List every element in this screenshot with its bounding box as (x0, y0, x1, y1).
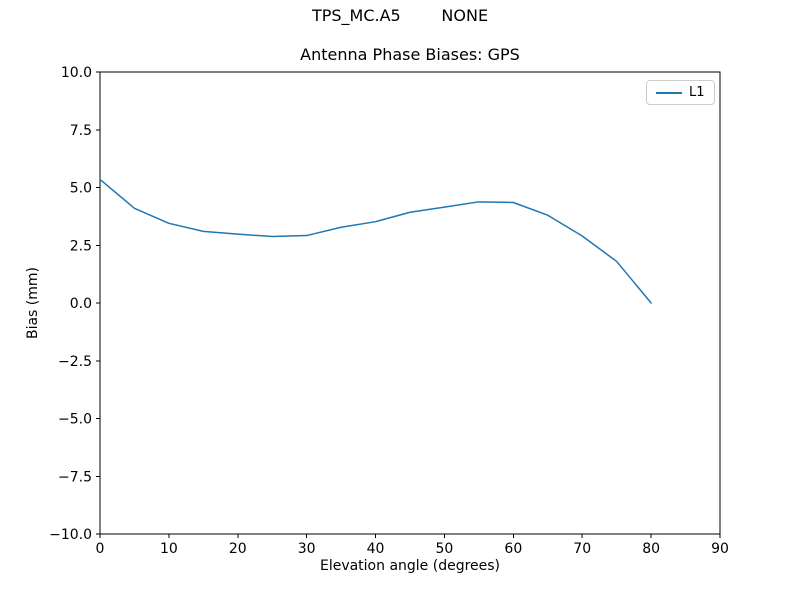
x-tick-label: 60 (504, 541, 522, 557)
figure-suptitle: TPS_MC.A5 NONE (311, 6, 489, 25)
x-tick-label: 20 (229, 541, 247, 557)
axes-title: Antenna Phase Biases: GPS (300, 45, 520, 64)
y-tick-label: −5.0 (58, 412, 92, 428)
legend: L1 (646, 80, 715, 105)
y-tick-label: 0.0 (70, 296, 92, 312)
legend-line-sample (656, 91, 682, 94)
x-axis-label: Elevation angle (degrees) (319, 558, 501, 574)
y-tick-label: −2.5 (58, 354, 92, 370)
x-tick-label: 70 (573, 541, 591, 557)
series-line-L1 (99, 178, 652, 304)
x-tick-label: 50 (436, 541, 454, 557)
y-tick-label: −10.0 (49, 527, 92, 543)
y-tick-label: 7.5 (70, 123, 92, 139)
y-axis-label: Bias (mm) (25, 266, 41, 340)
y-tick-label: 10.0 (61, 65, 92, 81)
x-tick-label: 0 (96, 541, 105, 557)
y-tick-label: 5.0 (70, 181, 92, 197)
axes-spines (99, 71, 721, 535)
x-tick-label: 10 (160, 541, 178, 557)
y-tick-label: 2.5 (70, 238, 92, 254)
x-tick-label: 30 (298, 541, 316, 557)
x-tick-label: 80 (642, 541, 660, 557)
x-tick-label: 90 (711, 541, 729, 557)
y-tick-label: −7.5 (58, 469, 92, 485)
legend-label: L1 (689, 85, 705, 100)
x-tick-label: 40 (367, 541, 385, 557)
